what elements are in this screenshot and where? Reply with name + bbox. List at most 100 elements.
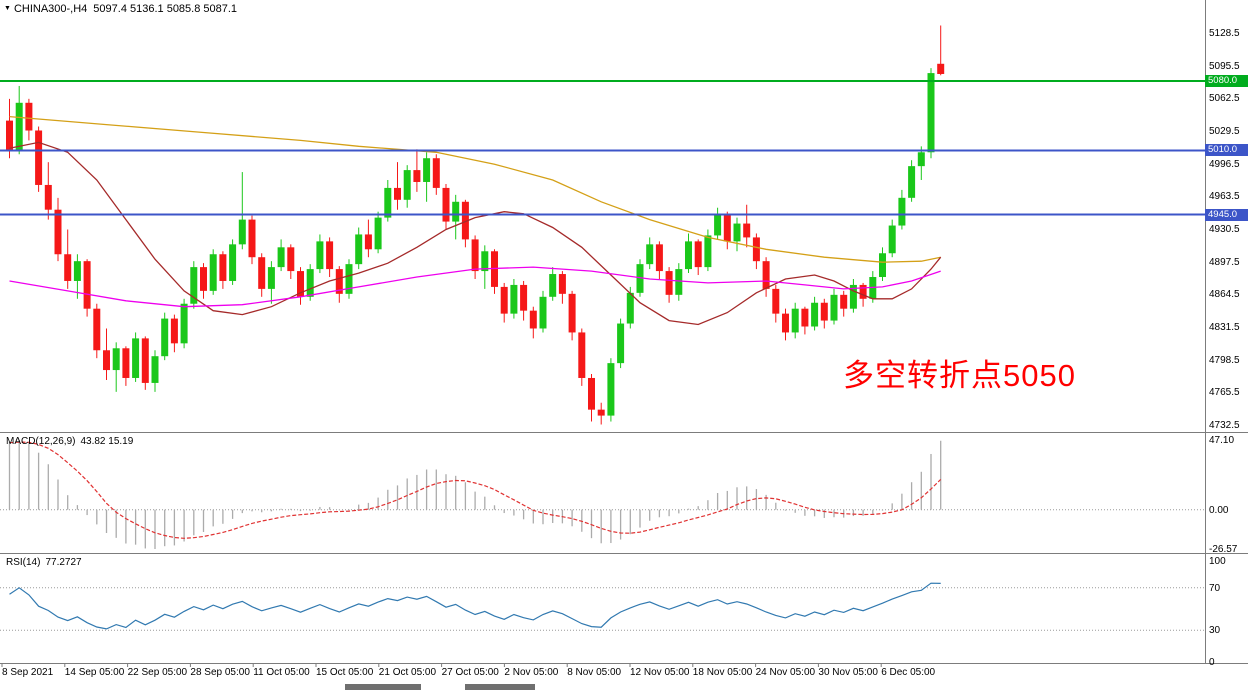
time-axis-label: 18 Nov 05:00 — [692, 667, 753, 678]
rsi-line — [9, 582, 941, 630]
candle-body — [782, 313, 789, 333]
candle-body — [277, 247, 285, 268]
candle-body — [64, 254, 72, 281]
candle-body — [626, 292, 634, 324]
candle-body — [529, 310, 537, 329]
candle-body — [801, 308, 809, 327]
candle-body — [879, 253, 886, 278]
candle-body — [170, 318, 178, 344]
candle-body — [44, 184, 52, 210]
price-axis-label: 4963.5 — [1209, 191, 1240, 203]
price-axis-label: 4996.5 — [1209, 158, 1240, 170]
candle-body — [927, 73, 935, 153]
candle-body — [617, 323, 625, 364]
candle-body — [238, 219, 246, 245]
candle-body — [665, 271, 673, 295]
candle-body — [791, 308, 799, 333]
candle-body — [394, 187, 401, 200]
candle-body — [54, 209, 62, 255]
candle-body — [103, 350, 110, 371]
candle-body — [122, 348, 130, 378]
candle-body — [25, 102, 33, 131]
candle-body — [655, 244, 663, 272]
candle-body — [384, 187, 392, 218]
candle-body — [510, 284, 518, 314]
macd-axis-label: -26.57 — [1209, 544, 1238, 555]
candle-body — [461, 201, 469, 240]
candle-body — [200, 267, 207, 291]
time-axis-label: 27 Oct 05:00 — [441, 667, 499, 678]
rsi-axis-label: 0 — [1209, 657, 1215, 668]
candle-body — [287, 247, 295, 272]
time-axis-label: 12 Nov 05:00 — [630, 667, 690, 678]
price-axis-label: 5062.5 — [1209, 93, 1240, 105]
candle-body — [849, 284, 857, 309]
candle-body — [229, 244, 237, 281]
candle-body — [743, 223, 751, 238]
price-axis-label: 4765.5 — [1209, 387, 1240, 399]
time-axis-label: 30 Nov 05:00 — [818, 667, 878, 678]
candle-body — [520, 284, 528, 311]
candle-body — [471, 239, 479, 272]
candle-body — [578, 332, 586, 378]
time-axis-label: 2 Nov 05:00 — [504, 667, 559, 678]
price-axis-label: 4897.5 — [1209, 256, 1240, 268]
candle-body — [733, 223, 741, 242]
candle-body — [694, 241, 702, 268]
candle-body — [917, 152, 925, 167]
bottom-edge-fragment — [465, 684, 535, 690]
time-axis-label: 15 Oct 05:00 — [316, 667, 374, 678]
rsi-indicator-name: RSI(14) — [6, 557, 41, 568]
candle-body — [83, 261, 91, 309]
time-axis-label: 6 Dec 05:00 — [881, 667, 936, 678]
candle-body — [258, 257, 266, 289]
candle-body — [355, 234, 363, 265]
rsi-indicator-value: 77.2727 — [45, 557, 82, 568]
candle-body — [180, 303, 188, 344]
ma-slow-line — [9, 115, 941, 263]
candle-body — [209, 254, 217, 291]
price-axis-label: 5029.5 — [1209, 126, 1240, 137]
candle-body — [714, 214, 722, 236]
candle-body — [151, 356, 159, 383]
candle-body — [830, 294, 838, 321]
time-axis-label: 24 Nov 05:00 — [755, 667, 816, 678]
candle-body — [558, 274, 566, 294]
chart-annotation-text[interactable]: 多空转折点5050 — [843, 358, 1076, 393]
hline-price-tag: 5010.0 — [1205, 144, 1248, 157]
chart-title: ▼ CHINA300-,H4 5097.4 5136.1 5085.8 5087.1 — [4, 3, 237, 15]
time-axis-label: 14 Sep 05:00 — [64, 667, 125, 678]
candle-body — [306, 269, 314, 297]
macd-panel-label: MACD(12,26,9) 43.82 15.19 — [6, 436, 138, 447]
candle-body — [859, 284, 867, 299]
candle-body — [675, 269, 683, 295]
candle-body — [481, 251, 489, 272]
price-axis-label: 5095.5 — [1209, 60, 1240, 72]
candle-body — [820, 302, 828, 321]
candle-body — [937, 63, 945, 74]
candle-body — [93, 308, 101, 351]
candle-body — [35, 130, 43, 185]
time-axis-label: 8 Nov 05:00 — [567, 667, 622, 678]
candle-body — [267, 267, 275, 289]
candle-body — [772, 288, 780, 314]
candle-body — [588, 377, 595, 410]
candle-body — [811, 302, 819, 327]
ohlc-readout: 5097.4 5136.1 5085.8 5087.1 — [93, 3, 238, 15]
candle-body — [549, 274, 557, 297]
hline-price-tag: 4945.0 — [1205, 208, 1248, 221]
candle-body — [112, 348, 120, 371]
candle-body — [908, 166, 916, 198]
candle-body — [704, 235, 712, 268]
candle-body — [15, 102, 23, 151]
macd-indicator-name: MACD(12,26,9) — [6, 436, 76, 447]
candle-body — [636, 264, 644, 293]
candle-body — [190, 267, 198, 304]
rsi-panel-label: RSI(14) 77.2727 — [6, 557, 87, 568]
ma-medium-line — [9, 141, 942, 326]
candle-body — [335, 269, 343, 294]
rsi-axis-label: 30 — [1209, 625, 1221, 637]
price-axis-label: 4831.5 — [1209, 322, 1240, 333]
